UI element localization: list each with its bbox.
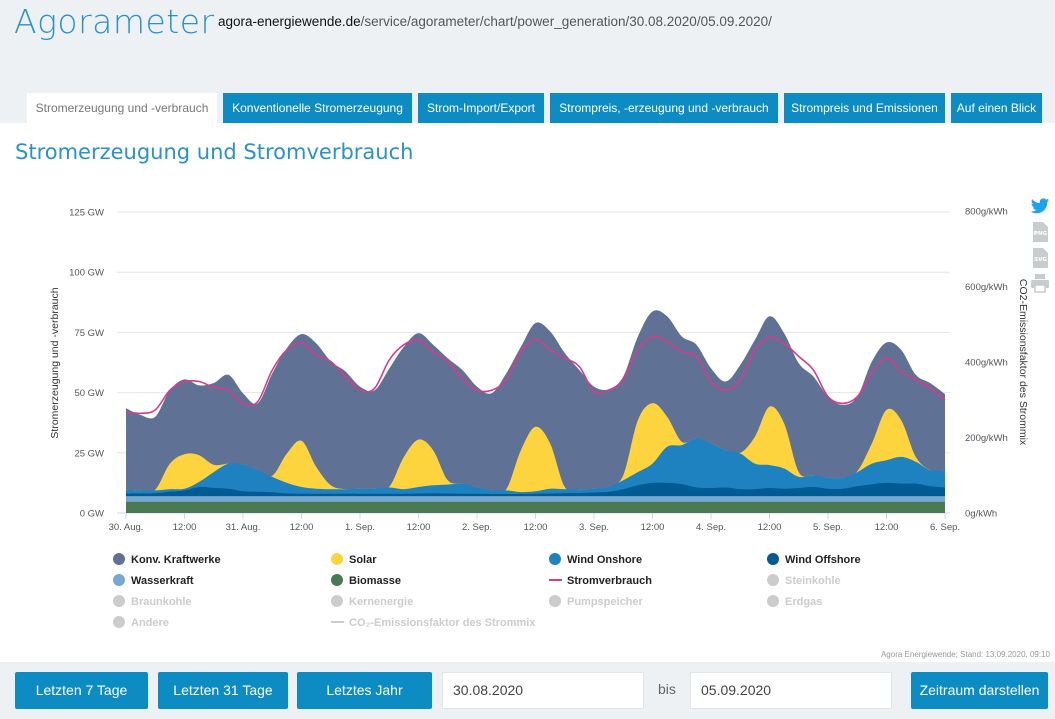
x-tick-label: 4. Sep. (696, 522, 726, 533)
end-date-input[interactable]: 05.09.2020 (690, 672, 892, 709)
legend-label: Steinkohle (785, 575, 841, 587)
date-range-toolbar: Letzten 7 Tage Letzten 31 Tage Letztes J… (0, 662, 1055, 719)
legend-label: Braunkohle (131, 596, 192, 608)
y-right-tick-label: 0g/kWh (965, 509, 997, 520)
legend-dot-icon (331, 553, 343, 565)
page-title: Stromerzeugung und Stromverbrauch (15, 140, 414, 164)
x-tick-label: 12:00 (290, 522, 314, 533)
legend-dot-icon (549, 553, 561, 565)
legend-dot-icon (113, 616, 125, 628)
app-logo[interactable]: Agorameter (14, 2, 215, 41)
legend-label: Biomasse (349, 575, 401, 587)
legend-label: Solar (349, 554, 377, 566)
legend-label: Pumpspeicher (567, 596, 643, 608)
header: Agorameter agora-energiewende.de/service… (0, 0, 1055, 123)
y-right-tick-label: 400g/kWh (965, 358, 1008, 369)
svg-export-icon[interactable]: SVG (1030, 248, 1050, 268)
tab-auf-einen-blick[interactable]: Auf einen Blick (951, 93, 1042, 123)
x-tick-label: 12:00 (758, 522, 782, 533)
page-url: agora-energiewende.de/service/agorameter… (218, 14, 772, 29)
y-tick-label: 125 GW (69, 208, 104, 219)
power-generation-chart: 0 GW 25 GW 50 GW 75 GW 100 GW 125 GW 0g/kWh 200… (49, 207, 1029, 534)
legend-label: Konv. Kraftwerke (131, 554, 221, 566)
legend-dot-icon (331, 574, 343, 586)
x-tick-label: 6. Sep. (930, 522, 960, 533)
y-right-tick-label: 600g/kWh (965, 282, 1008, 293)
area-biomasse (126, 501, 945, 513)
y-tick-label: 100 GW (69, 268, 104, 279)
x-tick-label: 12:00 (407, 522, 431, 533)
x-tick-label: 12:00 (875, 522, 899, 533)
tab-bar: Stromerzeugung und -verbrauch Konvention… (0, 93, 1055, 123)
tab-konventionelle-stromerzeugung[interactable]: Konventionelle Stromerzeugung (223, 93, 412, 123)
tab-strom-import-export[interactable]: Strom-Import/Export (418, 93, 544, 123)
y-tick-label: 0 GW (80, 509, 104, 520)
tab-stromerzeugung-verbrauch[interactable]: Stromerzeugung und -verbrauch (27, 93, 217, 123)
legend-dot-icon (113, 553, 125, 565)
url-path: /service/agorameter/chart/power_generati… (360, 14, 772, 29)
legend-label: Wasserkraft (131, 575, 194, 587)
url-domain: agora-energiewende.de (218, 14, 361, 29)
last-31-days-button[interactable]: Letzten 31 Tage (158, 672, 288, 709)
legend-dot-icon (331, 595, 343, 607)
twitter-icon[interactable] (1030, 196, 1050, 216)
legend-dot-icon (767, 553, 779, 565)
png-export-icon[interactable]: PNG (1030, 222, 1050, 242)
x-tick-label: 31. Aug. (226, 522, 261, 533)
legend-dot-icon (767, 574, 779, 586)
x-tick-label: 3. Sep. (579, 522, 609, 533)
show-range-button[interactable]: Zeitraum darstellen (911, 672, 1048, 709)
legend-label: Stromverbrauch (567, 575, 652, 587)
print-icon[interactable] (1030, 273, 1050, 293)
legend-dot-icon (113, 595, 125, 607)
tab-strompreis-erzeugung-verbrauch[interactable]: Strompreis, -erzeugung und -verbrauch (550, 93, 778, 123)
chart-legend: Konv. Kraftwerke Solar Wind Onshore Wind Of… (113, 548, 1013, 632)
svg-label: SVG (1034, 257, 1047, 263)
y-tick-label: 75 GW (74, 328, 104, 339)
legend-label: CO₂-Emissionsfaktor des Strommix (349, 617, 536, 629)
x-tick-label: 12:00 (524, 522, 548, 533)
y-tick-label: 50 GW (74, 388, 104, 399)
x-tick-label: 12:00 (173, 522, 197, 533)
y-right-tick-label: 200g/kWh (965, 433, 1008, 444)
legend-dot-icon (549, 595, 561, 607)
y-tick-label: 25 GW (74, 448, 104, 459)
line-stromverbrauch (125, 335, 946, 415)
start-date-input[interactable]: 30.08.2020 (442, 672, 644, 709)
x-tick-label: 2. Sep. (462, 522, 492, 533)
last-year-button[interactable]: Letztes Jahr (297, 672, 432, 709)
legend-label: Andere (131, 617, 169, 629)
y-axis-title: Stromerzeugung und -verbrauch (49, 287, 61, 438)
legend-dot-icon (113, 574, 125, 586)
legend-label: Erdgas (785, 596, 823, 608)
png-label: PNG (1034, 231, 1048, 237)
y-right-axis-title: CO2-Emissionsfaktor des Strommix (1017, 279, 1029, 446)
x-tick-label: 30. Aug. (109, 522, 144, 533)
x-tick-label: 5. Sep. (813, 522, 843, 533)
source-credit: Agora Energiewende; Stand: 13.09.2020, 0… (880, 650, 1050, 659)
legend-line-marker-icon (549, 579, 562, 581)
legend-label: Wind Onshore (567, 554, 643, 566)
last-7-days-button[interactable]: Letzten 7 Tage (15, 672, 148, 709)
legend-line-marker-icon (331, 621, 344, 623)
legend-dot-icon (767, 595, 779, 607)
x-tick-label: 1. Sep. (345, 522, 375, 533)
bis-label: bis (658, 681, 676, 697)
x-tick-label: 12:00 (641, 522, 665, 533)
legend-label: Wind Offshore (785, 554, 861, 566)
tab-strompreis-emissionen[interactable]: Strompreis und Emissionen (784, 93, 945, 123)
y-right-tick-label: 800g/kWh (965, 207, 1008, 218)
legend-label: Kernenergie (349, 596, 414, 608)
